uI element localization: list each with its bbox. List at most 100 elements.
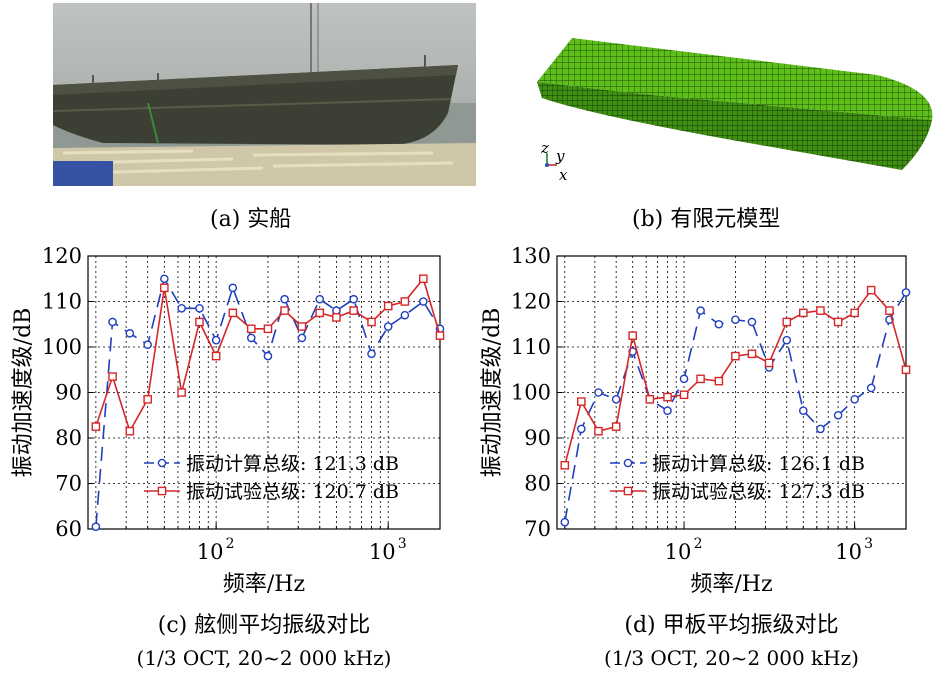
data-point (246, 333, 256, 343)
data-point (228, 283, 238, 293)
data-point (297, 322, 307, 331)
data-point (332, 306, 341, 315)
x-tick-label: 10 (197, 540, 224, 564)
data-point (435, 331, 445, 340)
legend-1-marker (623, 486, 633, 496)
data-point (349, 306, 358, 315)
axis-triad-icon: z y x (540, 139, 568, 184)
legend-1-marker (157, 486, 167, 496)
data-point (195, 304, 204, 313)
data-point (400, 310, 410, 320)
legend-0-marker (157, 458, 167, 468)
data-point (747, 349, 757, 359)
data-point (160, 283, 169, 293)
data-point (628, 331, 637, 340)
data-point (782, 317, 792, 327)
data-point (798, 308, 808, 318)
x-tick-label: 10 (835, 540, 862, 564)
data-point (263, 324, 273, 334)
data-point (280, 306, 289, 315)
data-point (816, 424, 825, 434)
data-point (367, 317, 376, 327)
data-point (383, 322, 393, 331)
data-point (91, 522, 101, 532)
legend-1-label: 振动试验总级: 127.3 dB (652, 481, 865, 503)
data-point (332, 313, 341, 322)
data-point (419, 274, 428, 284)
data-point (143, 340, 152, 350)
y-tick-label: 80 (55, 426, 82, 450)
ship-photo (53, 3, 476, 186)
data-point (764, 358, 774, 368)
data-point (798, 406, 808, 415)
data-point (263, 351, 273, 361)
data-point (714, 319, 724, 329)
axis-z-label: z (540, 139, 549, 157)
data-point (400, 297, 410, 306)
data-point (160, 274, 169, 284)
data-point (866, 383, 876, 393)
data-point (663, 406, 672, 415)
data-point (696, 306, 705, 315)
y-tick-label: 90 (55, 381, 82, 405)
data-point (246, 324, 256, 334)
data-point (663, 392, 672, 402)
y-tick-label: 70 (55, 472, 82, 496)
data-point (645, 395, 655, 404)
data-point (315, 308, 325, 318)
data-point (816, 306, 825, 315)
data-point (901, 288, 911, 297)
data-point (315, 294, 325, 304)
y-tick-label: 90 (524, 426, 551, 450)
data-point (280, 294, 289, 304)
data-point (577, 424, 586, 434)
photo-b-caption: (b) 有限元模型 (632, 207, 781, 232)
data-point (731, 315, 740, 324)
chart-caption: (c) 舷侧平均振级对比 (158, 613, 370, 638)
data-point (125, 329, 135, 338)
data-point (731, 351, 740, 361)
data-point (211, 335, 221, 345)
photo-a-caption: (a) 实船 (210, 207, 292, 232)
data-point (228, 308, 238, 318)
data-point (611, 422, 621, 431)
x-tick-exponent: 3 (398, 536, 407, 552)
y-axis-label: 振动加速度级/dB (11, 308, 36, 478)
y-tick-label: 130 (511, 244, 551, 268)
data-point (611, 395, 621, 404)
x-axis-label: 频率/Hz (223, 572, 305, 597)
y-tick-label: 120 (511, 290, 551, 314)
data-point (195, 317, 204, 327)
data-point (833, 317, 843, 327)
data-point (577, 397, 586, 406)
data-point (782, 335, 792, 345)
y-tick-label: 100 (511, 381, 551, 405)
data-point (714, 376, 724, 386)
data-point (383, 301, 393, 311)
y-tick-label: 110 (42, 290, 82, 314)
data-point (108, 317, 117, 327)
x-tick-label: 10 (369, 540, 396, 564)
data-point (91, 422, 101, 431)
data-point (177, 304, 186, 313)
data-point (367, 349, 376, 359)
data-point (850, 308, 859, 318)
data-point (747, 317, 757, 327)
data-point (866, 285, 876, 295)
x-axis-label: 频率/Hz (690, 572, 772, 597)
data-point (679, 374, 689, 384)
x-tick-label: 10 (665, 540, 692, 564)
chart-subcaption: (1/3 OCT, 20~2 000 kHz) (137, 646, 392, 670)
x-tick-exponent: 2 (694, 536, 703, 552)
axis-y-label: y (555, 147, 565, 165)
data-point (349, 294, 358, 304)
y-tick-label: 120 (42, 244, 82, 268)
data-point (885, 306, 894, 315)
data-point (419, 297, 428, 306)
y-tick-label: 100 (42, 335, 82, 359)
data-point (143, 395, 152, 404)
data-point (125, 426, 135, 436)
axis-x-label: x (559, 166, 568, 184)
